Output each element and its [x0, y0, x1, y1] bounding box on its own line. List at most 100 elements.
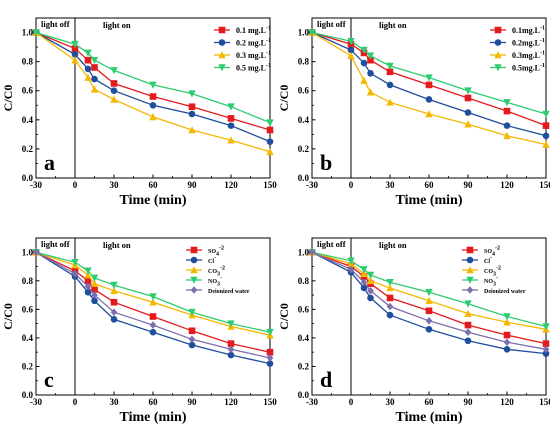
legend-label: NO3- — [484, 276, 498, 288]
legend-marker — [494, 64, 502, 72]
light-on-label: light on — [103, 240, 131, 250]
light-on-label: light on — [103, 20, 131, 30]
x-tick-label: -30 — [306, 397, 318, 407]
legend-marker — [190, 286, 198, 294]
data-point — [360, 269, 368, 277]
x-tick-label: 30 — [110, 397, 120, 407]
y-tick-label: 0.6 — [22, 86, 34, 96]
panel-letter: b — [320, 150, 332, 175]
y-tick-label: 1.0 — [298, 247, 310, 257]
data-point — [367, 56, 374, 64]
series-line — [35, 31, 271, 153]
data-point — [227, 351, 235, 359]
x-axis-label: Time (min) — [395, 410, 462, 425]
data-point — [386, 68, 394, 76]
data-point — [503, 131, 511, 140]
data-point — [84, 267, 92, 275]
data-point — [425, 316, 433, 325]
data-point — [227, 320, 235, 328]
y-tick-label: 1.0 — [22, 28, 34, 38]
x-tick-label: 150 — [539, 180, 550, 190]
data-point — [266, 147, 274, 156]
legend-label: 0.5 mg.L-1 — [236, 63, 271, 73]
legend-marker — [494, 51, 502, 59]
data-point — [425, 288, 433, 297]
data-point — [188, 335, 196, 344]
light-off-label: light off — [317, 19, 346, 29]
data-point — [425, 110, 433, 118]
data-point — [71, 269, 79, 278]
x-tick-label: 120 — [224, 180, 238, 190]
x-tick-label: 90 — [464, 397, 474, 407]
data-point — [110, 316, 118, 323]
x-tick-label: 0 — [349, 397, 354, 407]
light-off-label: light off — [41, 239, 70, 249]
light-on-label: light on — [379, 240, 407, 250]
data-point — [503, 313, 511, 321]
data-point — [542, 350, 550, 357]
data-point — [227, 136, 235, 144]
data-point — [91, 291, 98, 299]
y-tick-label: 0.8 — [22, 276, 34, 286]
data-point — [149, 81, 157, 89]
legend-marker — [218, 51, 226, 59]
x-axis-label: Time (min) — [119, 410, 186, 425]
panel-b: -30 0 30 60 90 120 150 0.0 0.2 0.4 0.6 0.8 1.0 light … — [277, 17, 550, 208]
data-point — [91, 286, 98, 293]
y-tick-label: 0.0 — [298, 173, 310, 183]
data-point — [347, 37, 355, 46]
data-point — [360, 46, 368, 54]
x-tick-label: 150 — [263, 397, 277, 407]
x-tick-label: 30 — [386, 397, 396, 407]
data-point — [367, 287, 374, 295]
x-tick-label: 120 — [224, 397, 238, 407]
panel-letter: c — [44, 367, 54, 392]
data-point — [542, 110, 550, 118]
data-point — [464, 87, 472, 95]
series-5 — [32, 248, 274, 362]
data-point — [188, 341, 196, 349]
data-point — [503, 338, 511, 346]
legend-marker — [466, 256, 474, 264]
x-tick-label: 60 — [149, 180, 159, 190]
data-point — [188, 90, 196, 98]
data-point — [227, 345, 235, 354]
data-point — [542, 345, 550, 354]
x-tick-label: 60 — [425, 397, 435, 407]
x-tick-label: -30 — [30, 180, 42, 190]
data-point — [32, 29, 40, 37]
data-point — [425, 96, 433, 103]
legend-marker — [466, 286, 474, 294]
data-point — [366, 276, 375, 285]
legend-label: Deionized water — [484, 289, 526, 295]
data-point — [71, 45, 79, 52]
data-point — [542, 323, 550, 331]
data-point — [90, 274, 99, 282]
data-point — [71, 56, 79, 64]
data-point — [360, 278, 368, 287]
legend-label: SO4-2 — [484, 246, 500, 258]
legend-label: 0.5mg.L-1 — [512, 63, 545, 73]
x-axis-label: Time (min) — [395, 193, 462, 208]
data-point — [149, 101, 157, 109]
data-point — [227, 340, 235, 347]
data-point — [503, 99, 511, 107]
panel-a: -30 0 30 60 90 120 150 0.0 0.2 0.4 0.6 0.8 1.0 light … — [1, 17, 277, 208]
y-axis-label: C/C0 — [277, 303, 291, 330]
legend-marker — [190, 256, 198, 264]
legend-marker — [218, 26, 226, 34]
data-point — [347, 51, 355, 60]
data-point — [425, 296, 433, 305]
data-point — [110, 298, 118, 306]
legend-label: NO3- — [208, 276, 222, 288]
data-point — [32, 248, 40, 257]
legend-label: Deionized water — [208, 289, 250, 295]
data-point — [542, 122, 550, 129]
data-point — [188, 126, 196, 134]
data-point — [90, 56, 99, 65]
data-point — [149, 298, 157, 306]
data-point — [84, 277, 92, 285]
